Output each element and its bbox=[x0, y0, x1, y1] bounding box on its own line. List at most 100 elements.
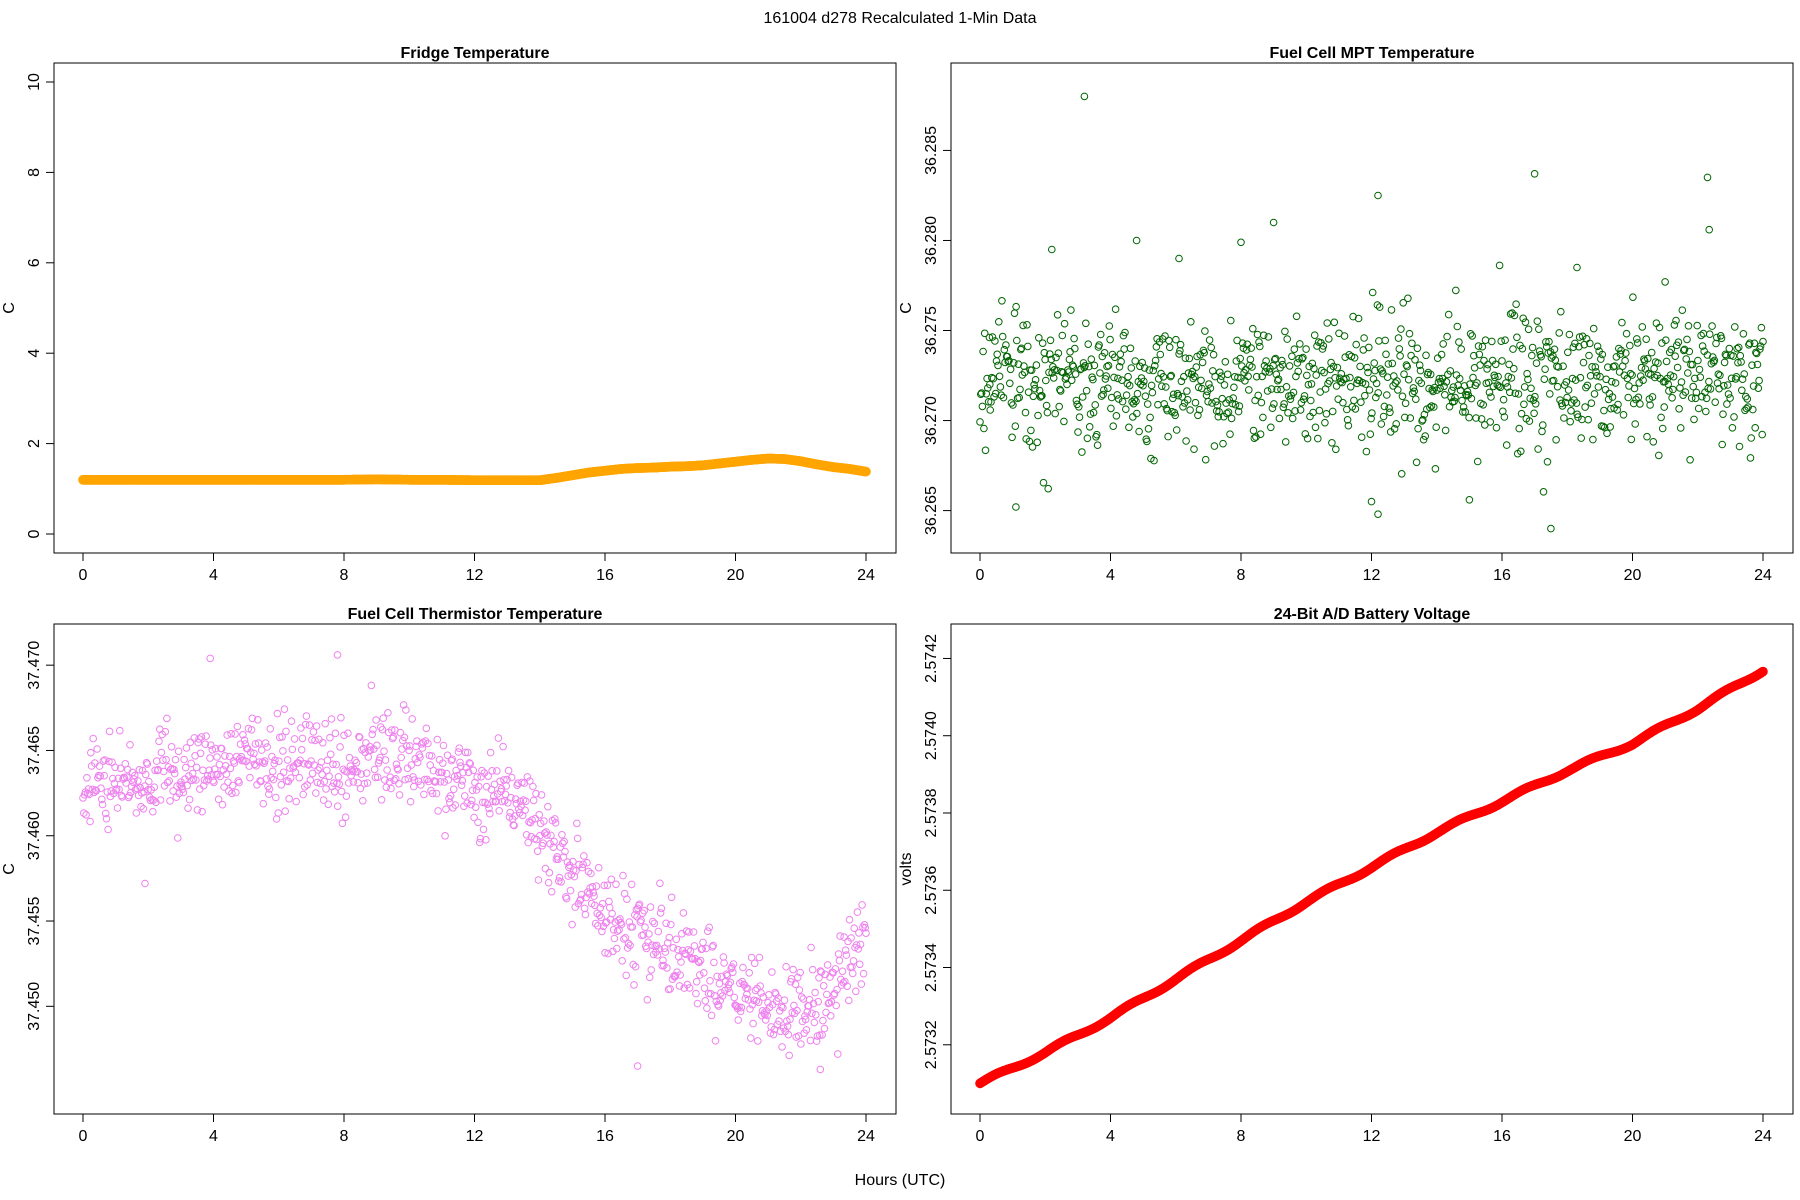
data-point bbox=[1087, 355, 1096, 364]
y-tick-label: 36.285 bbox=[923, 126, 940, 175]
data-point bbox=[1267, 423, 1275, 432]
data-point bbox=[730, 993, 739, 1002]
data-point bbox=[251, 740, 260, 748]
data-point bbox=[1301, 430, 1310, 438]
data-point bbox=[1745, 339, 1754, 348]
data-point bbox=[1021, 408, 1030, 417]
data-point bbox=[1628, 371, 1636, 379]
panel-title: Fuel Cell MPT Temperature bbox=[1269, 45, 1474, 62]
data-point bbox=[1189, 374, 1197, 383]
data-point bbox=[1399, 299, 1407, 307]
data-point bbox=[383, 766, 391, 774]
data-point bbox=[633, 1062, 642, 1070]
data-point bbox=[545, 868, 554, 877]
data-point bbox=[1608, 393, 1617, 401]
data-point bbox=[381, 756, 390, 764]
data-point bbox=[1055, 402, 1063, 411]
data-point bbox=[299, 790, 308, 799]
data-point bbox=[1183, 396, 1192, 404]
data-point bbox=[1501, 336, 1509, 345]
data-point bbox=[1627, 435, 1636, 444]
data-point bbox=[557, 878, 565, 886]
data-point bbox=[1268, 404, 1277, 413]
data-point bbox=[1247, 344, 1255, 352]
data-point bbox=[998, 332, 1007, 341]
data-point bbox=[240, 736, 249, 744]
data-point bbox=[236, 754, 244, 763]
data-point bbox=[382, 783, 391, 792]
data-point bbox=[306, 776, 315, 784]
data-point bbox=[1195, 405, 1204, 414]
data-point bbox=[1596, 372, 1604, 381]
data-point bbox=[275, 757, 283, 766]
data-point bbox=[142, 758, 151, 767]
data-point bbox=[1408, 389, 1417, 398]
data-point bbox=[991, 389, 1000, 398]
data-point bbox=[1531, 400, 1540, 408]
data-point bbox=[1405, 329, 1414, 338]
data-point bbox=[1402, 361, 1411, 369]
data-point bbox=[1354, 314, 1363, 323]
data-point bbox=[1291, 407, 1299, 415]
data-point bbox=[313, 778, 322, 787]
data-point bbox=[859, 969, 868, 978]
data-point bbox=[1646, 401, 1654, 409]
data-point bbox=[218, 800, 227, 809]
data-point bbox=[995, 318, 1003, 326]
data-point bbox=[1067, 376, 1076, 385]
data-point bbox=[1366, 430, 1375, 439]
data-point bbox=[1068, 361, 1077, 370]
data-point bbox=[544, 878, 553, 887]
data-point bbox=[1530, 409, 1538, 418]
data-point bbox=[1144, 425, 1153, 433]
data-point bbox=[1513, 333, 1521, 342]
data-point bbox=[228, 789, 236, 798]
plot-frame bbox=[53, 623, 897, 1115]
data-point bbox=[1185, 354, 1194, 363]
data-point bbox=[581, 910, 590, 919]
data-point bbox=[999, 393, 1008, 402]
data-point bbox=[1549, 376, 1558, 385]
data-point bbox=[1593, 342, 1602, 351]
data-point bbox=[1539, 488, 1548, 496]
data-point bbox=[1638, 323, 1647, 331]
data-point bbox=[1372, 393, 1380, 402]
data-point bbox=[1644, 354, 1652, 363]
data-point bbox=[1048, 245, 1056, 254]
data-point bbox=[249, 755, 257, 763]
data-point bbox=[206, 654, 214, 663]
data-point bbox=[367, 681, 376, 690]
data-point bbox=[1626, 369, 1635, 378]
data-point bbox=[1110, 373, 1118, 382]
data-point bbox=[1451, 393, 1459, 402]
data-point bbox=[645, 973, 654, 982]
data-point bbox=[112, 786, 120, 795]
data-point bbox=[1174, 391, 1183, 400]
data-point bbox=[1244, 372, 1252, 381]
data-point bbox=[1696, 373, 1705, 382]
data-point bbox=[1010, 309, 1019, 318]
data-point bbox=[326, 733, 334, 742]
data-point bbox=[1393, 377, 1401, 385]
data-point bbox=[1397, 470, 1406, 478]
data-point bbox=[355, 733, 364, 742]
data-point bbox=[1006, 365, 1015, 374]
data-point bbox=[1191, 372, 1199, 381]
data-point bbox=[1734, 358, 1742, 367]
data-point bbox=[206, 754, 214, 762]
data-point bbox=[474, 818, 482, 827]
data-point bbox=[558, 831, 566, 839]
data-point bbox=[1547, 354, 1556, 362]
data-point bbox=[295, 773, 304, 782]
data-point bbox=[1231, 400, 1240, 409]
data-point bbox=[213, 753, 221, 761]
y-tick-label: 2.5740 bbox=[923, 711, 940, 760]
data-point bbox=[630, 981, 638, 989]
data-point bbox=[1384, 360, 1393, 368]
data-point bbox=[84, 785, 93, 793]
data-point bbox=[193, 806, 202, 814]
data-point bbox=[1367, 497, 1376, 506]
data-point bbox=[997, 391, 1006, 400]
data-point bbox=[1150, 456, 1158, 465]
data-point bbox=[343, 768, 351, 776]
